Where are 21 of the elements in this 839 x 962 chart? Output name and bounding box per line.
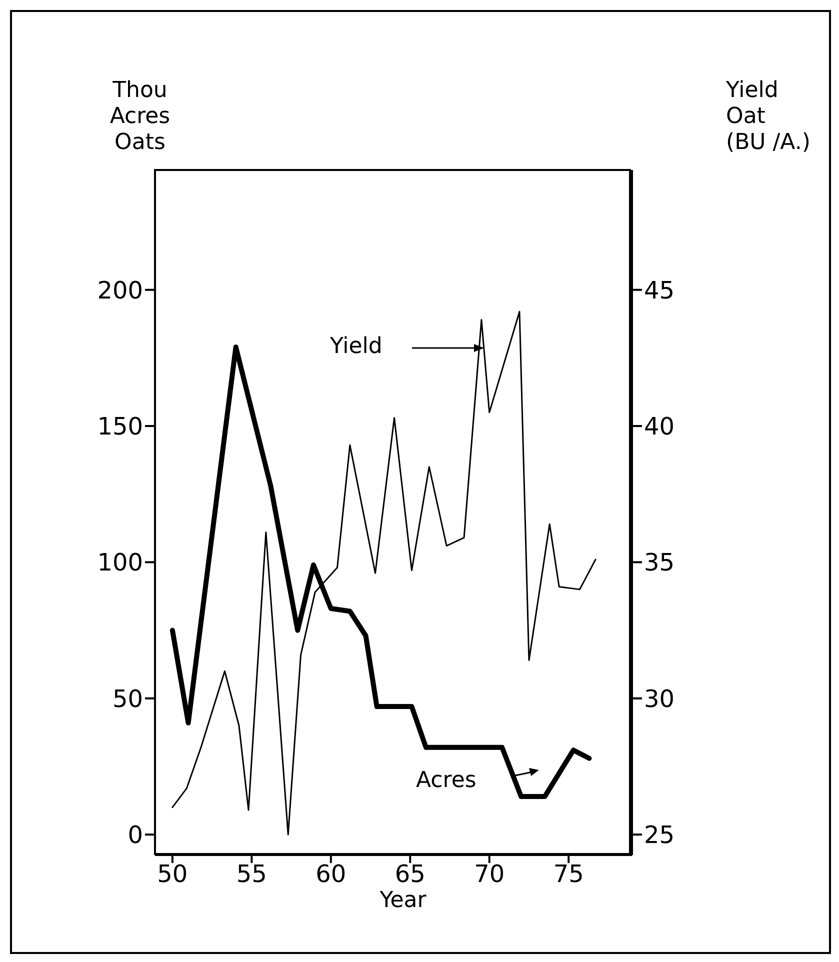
y-tick-label: 0 [128, 821, 143, 850]
legend-label: Acres [416, 768, 476, 794]
legend-label: Yield [330, 334, 382, 360]
y2-tick-label: 45 [644, 276, 675, 304]
x-tick-label: 65 [394, 860, 426, 888]
y-tick-label: 150 [97, 412, 143, 441]
y2-tick-label: 30 [644, 684, 675, 713]
y2-axis-title: Yield Oat (BU /A.) [726, 78, 812, 156]
x-tick-label: 75 [553, 860, 584, 888]
x-tick-label: 55 [236, 860, 267, 888]
y2-tick-label: 35 [644, 548, 675, 577]
y-tick-label: 100 [97, 548, 143, 577]
x-tick-label: 50 [157, 860, 188, 888]
x-axis-title: Year [378, 888, 428, 914]
y-axis-title: Thou Acres Oats [108, 78, 172, 156]
y2-tick-label: 25 [644, 821, 675, 850]
y-tick-label: 200 [97, 276, 143, 304]
x-tick-label: 60 [316, 860, 346, 888]
y-tick-label: 50 [112, 684, 143, 713]
x-tick-label: 70 [474, 860, 505, 888]
y2-tick-label: 40 [644, 412, 675, 441]
